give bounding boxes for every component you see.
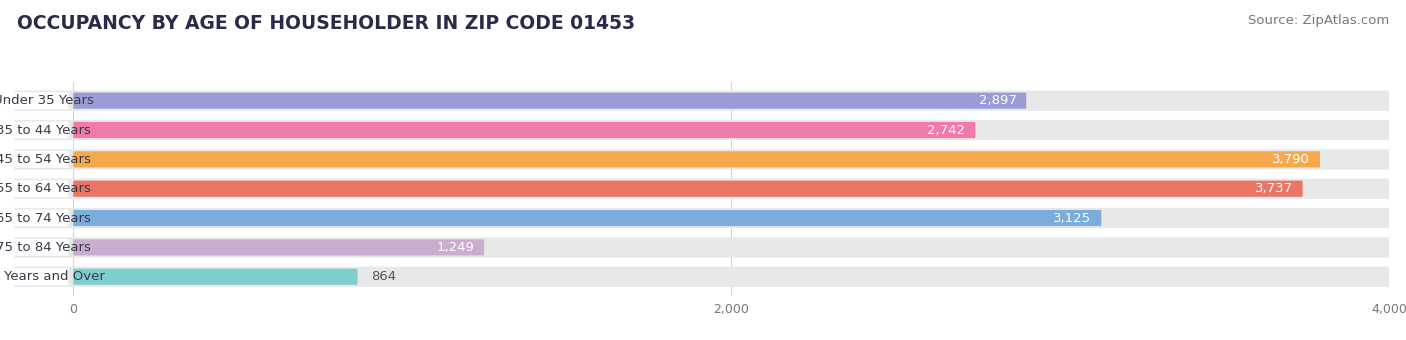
FancyBboxPatch shape [14,120,1389,140]
FancyBboxPatch shape [14,92,69,109]
Text: 3,790: 3,790 [1272,153,1310,166]
FancyBboxPatch shape [14,268,69,285]
Text: 75 to 84 Years: 75 to 84 Years [0,241,91,254]
Text: 3,125: 3,125 [1053,211,1091,224]
Text: 3,737: 3,737 [1254,182,1292,195]
FancyBboxPatch shape [14,237,1389,257]
FancyBboxPatch shape [73,151,1320,167]
FancyBboxPatch shape [14,208,1389,228]
Text: 35 to 44 Years: 35 to 44 Years [0,123,91,137]
Text: 45 to 54 Years: 45 to 54 Years [0,153,91,166]
FancyBboxPatch shape [14,149,1389,169]
Text: Under 35 Years: Under 35 Years [0,94,94,107]
FancyBboxPatch shape [14,239,69,256]
FancyBboxPatch shape [73,181,1302,197]
FancyBboxPatch shape [14,121,69,138]
FancyBboxPatch shape [73,269,357,285]
Text: OCCUPANCY BY AGE OF HOUSEHOLDER IN ZIP CODE 01453: OCCUPANCY BY AGE OF HOUSEHOLDER IN ZIP C… [17,14,636,33]
FancyBboxPatch shape [14,209,69,226]
FancyBboxPatch shape [73,122,976,138]
FancyBboxPatch shape [14,151,69,168]
Text: 85 Years and Over: 85 Years and Over [0,270,105,283]
Text: 65 to 74 Years: 65 to 74 Years [0,211,91,224]
Text: 2,897: 2,897 [979,94,1017,107]
FancyBboxPatch shape [14,178,1389,199]
Text: 2,742: 2,742 [928,123,966,137]
Text: 864: 864 [371,270,395,283]
FancyBboxPatch shape [73,239,484,255]
Text: 1,249: 1,249 [436,241,474,254]
FancyBboxPatch shape [73,210,1101,226]
Text: Source: ZipAtlas.com: Source: ZipAtlas.com [1249,14,1389,27]
FancyBboxPatch shape [73,92,1026,109]
FancyBboxPatch shape [14,180,69,197]
FancyBboxPatch shape [14,267,1389,287]
Text: 55 to 64 Years: 55 to 64 Years [0,182,91,195]
FancyBboxPatch shape [14,90,1389,111]
